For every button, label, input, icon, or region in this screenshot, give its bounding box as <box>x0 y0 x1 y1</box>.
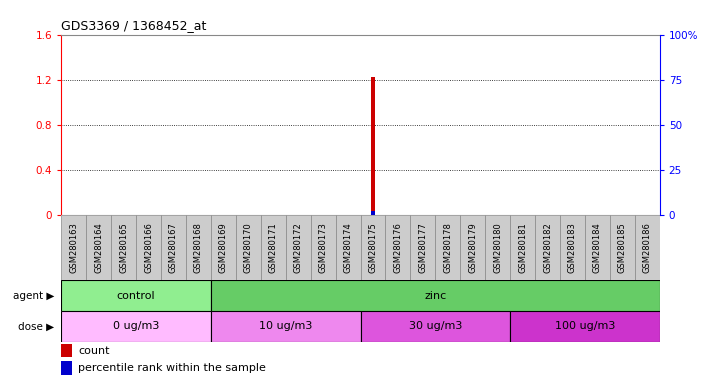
Bar <box>510 311 660 342</box>
Bar <box>211 215 236 280</box>
Text: GSM280184: GSM280184 <box>593 222 602 273</box>
Bar <box>211 311 360 342</box>
Bar <box>410 215 435 280</box>
Bar <box>360 215 386 280</box>
Text: GDS3369 / 1368452_at: GDS3369 / 1368452_at <box>61 19 207 32</box>
Text: 100 ug/m3: 100 ug/m3 <box>554 321 615 331</box>
Bar <box>311 215 335 280</box>
Bar <box>386 215 410 280</box>
Text: GSM280165: GSM280165 <box>119 222 128 273</box>
Text: GSM280163: GSM280163 <box>69 222 79 273</box>
Bar <box>610 215 634 280</box>
Bar <box>435 215 460 280</box>
Text: GSM280175: GSM280175 <box>368 222 378 273</box>
Bar <box>634 215 660 280</box>
Bar <box>186 215 211 280</box>
Bar <box>360 311 510 342</box>
Bar <box>371 212 375 215</box>
Bar <box>371 78 375 215</box>
Bar <box>87 215 111 280</box>
Text: GSM280179: GSM280179 <box>468 222 477 273</box>
Bar <box>61 215 87 280</box>
Text: GSM280174: GSM280174 <box>343 222 353 273</box>
Bar <box>161 215 186 280</box>
Text: percentile rank within the sample: percentile rank within the sample <box>78 363 266 373</box>
Bar <box>61 361 72 375</box>
Bar <box>61 344 72 357</box>
Bar <box>335 215 360 280</box>
Text: GSM280177: GSM280177 <box>418 222 428 273</box>
Text: control: control <box>117 291 156 301</box>
Text: GSM280173: GSM280173 <box>319 222 327 273</box>
Bar <box>111 215 136 280</box>
Text: GSM280182: GSM280182 <box>543 222 552 273</box>
Text: 0 ug/m3: 0 ug/m3 <box>113 321 159 331</box>
Text: GSM280168: GSM280168 <box>194 222 203 273</box>
Bar <box>261 215 286 280</box>
Bar <box>485 215 510 280</box>
Bar <box>136 215 161 280</box>
Bar <box>510 215 535 280</box>
Text: GSM280181: GSM280181 <box>518 222 527 273</box>
Text: 30 ug/m3: 30 ug/m3 <box>409 321 462 331</box>
Text: GSM280169: GSM280169 <box>219 222 228 273</box>
Text: GSM280176: GSM280176 <box>394 222 402 273</box>
Text: GSM280164: GSM280164 <box>94 222 103 273</box>
Bar <box>61 311 211 342</box>
Text: dose ▶: dose ▶ <box>18 321 54 331</box>
Text: GSM280172: GSM280172 <box>293 222 303 273</box>
Bar <box>560 215 585 280</box>
Text: count: count <box>78 346 110 356</box>
Bar <box>211 280 660 311</box>
Text: GSM280166: GSM280166 <box>144 222 153 273</box>
Text: GSM280180: GSM280180 <box>493 222 502 273</box>
Text: 10 ug/m3: 10 ug/m3 <box>259 321 312 331</box>
Text: GSM280167: GSM280167 <box>169 222 178 273</box>
Bar <box>286 215 311 280</box>
Bar <box>61 280 211 311</box>
Text: GSM280183: GSM280183 <box>568 222 577 273</box>
Text: GSM280186: GSM280186 <box>642 222 652 273</box>
Text: GSM280185: GSM280185 <box>618 222 627 273</box>
Bar <box>236 215 261 280</box>
Text: GSM280178: GSM280178 <box>443 222 452 273</box>
Text: zinc: zinc <box>424 291 446 301</box>
Text: GSM280170: GSM280170 <box>244 222 253 273</box>
Bar <box>585 215 610 280</box>
Text: agent ▶: agent ▶ <box>13 291 54 301</box>
Bar <box>535 215 560 280</box>
Text: GSM280171: GSM280171 <box>269 222 278 273</box>
Bar <box>460 215 485 280</box>
